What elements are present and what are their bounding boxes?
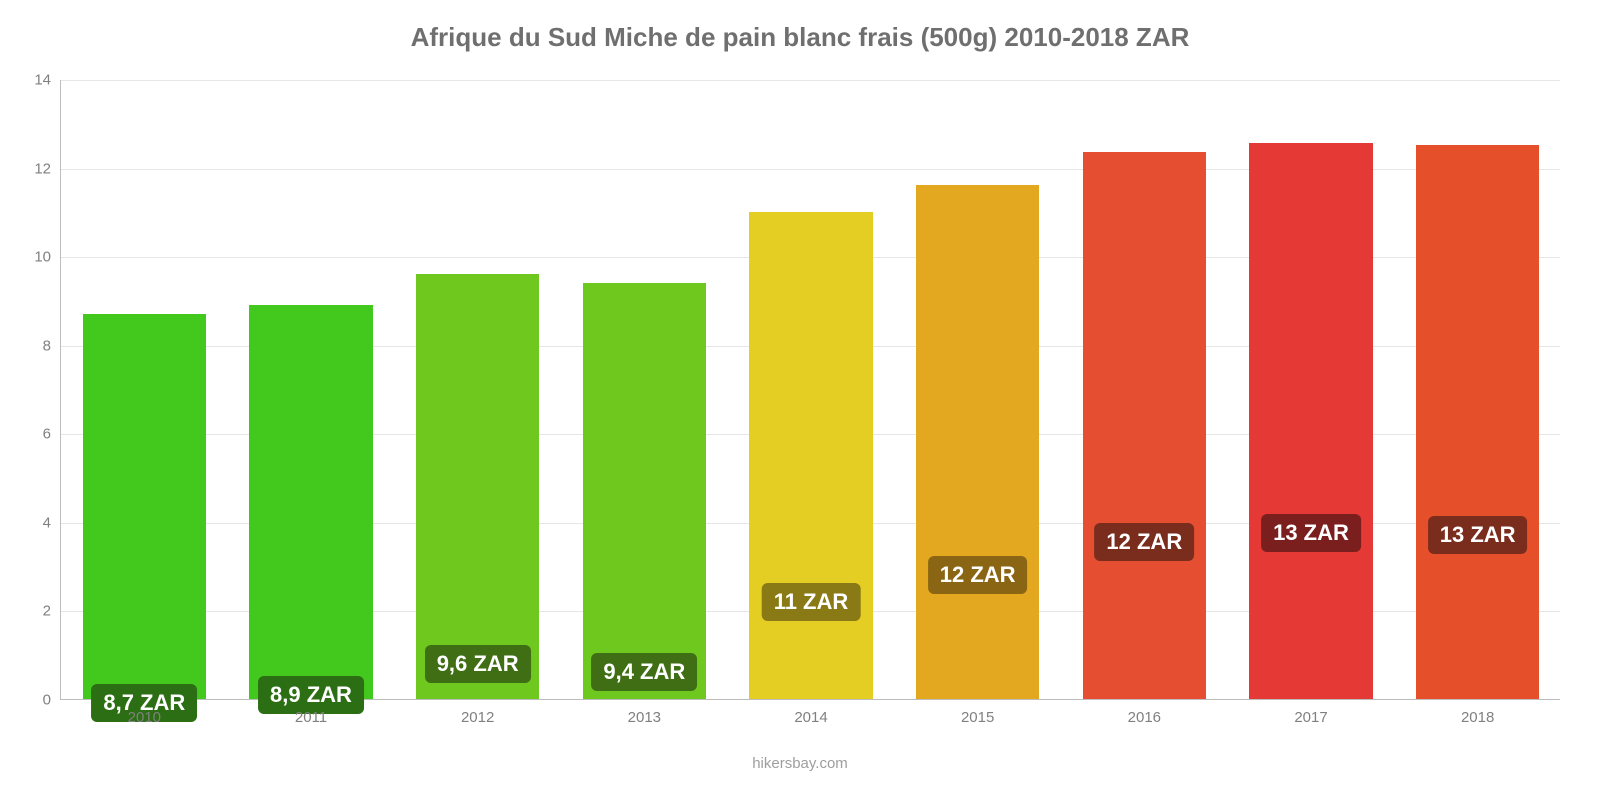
chart-credit: hikersbay.com — [0, 755, 1600, 772]
x-axis-tick: 2013 — [628, 699, 661, 726]
y-axis-tick: 12 — [34, 160, 61, 177]
x-axis-tick: 2014 — [794, 699, 827, 726]
bar-value-label: 12 ZAR — [928, 556, 1028, 594]
bar: 9,6 ZAR — [416, 274, 539, 699]
bar-value-label: 13 ZAR — [1261, 514, 1361, 552]
x-axis-tick: 2012 — [461, 699, 494, 726]
bar: 13 ZAR — [1249, 143, 1372, 699]
bar-value-label: 11 ZAR — [762, 583, 861, 621]
y-axis-tick: 0 — [43, 692, 61, 709]
bar: 8,9 ZAR — [249, 305, 372, 699]
plot-area: 024681012148,7 ZAR20108,9 ZAR20119,6 ZAR… — [60, 80, 1560, 700]
x-axis-tick: 2018 — [1461, 699, 1494, 726]
chart-container: Afrique du Sud Miche de pain blanc frais… — [0, 0, 1600, 800]
x-axis-tick: 2016 — [1128, 699, 1161, 726]
chart-title: Afrique du Sud Miche de pain blanc frais… — [0, 22, 1600, 53]
y-axis-tick: 2 — [43, 603, 61, 620]
y-axis-tick: 6 — [43, 426, 61, 443]
bar: 9,4 ZAR — [583, 283, 706, 699]
grid-line — [61, 80, 1560, 81]
bar-value-label: 13 ZAR — [1428, 516, 1528, 554]
bar: 12 ZAR — [916, 185, 1039, 699]
x-axis-tick: 2010 — [128, 699, 161, 726]
bar: 11 ZAR — [749, 212, 872, 699]
x-axis-tick: 2017 — [1294, 699, 1327, 726]
bar: 13 ZAR — [1416, 145, 1539, 699]
y-axis-tick: 10 — [34, 249, 61, 266]
x-axis-tick: 2015 — [961, 699, 994, 726]
y-axis-tick: 8 — [43, 337, 61, 354]
y-axis-tick: 14 — [34, 72, 61, 89]
x-axis-tick: 2011 — [295, 699, 327, 726]
bar-value-label: 12 ZAR — [1094, 523, 1194, 561]
bar-value-label: 9,6 ZAR — [425, 645, 531, 683]
bar: 12 ZAR — [1083, 152, 1206, 699]
bar: 8,7 ZAR — [83, 314, 206, 699]
y-axis-tick: 4 — [43, 514, 61, 531]
bar-value-label: 9,4 ZAR — [591, 653, 697, 691]
